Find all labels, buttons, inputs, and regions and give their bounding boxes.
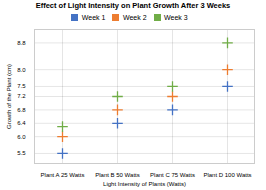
svg-text:Plant C 75 Watts: Plant C 75 Watts bbox=[150, 172, 195, 178]
svg-text:6.0: 6.0 bbox=[17, 134, 26, 140]
svg-text:8.8: 8.8 bbox=[17, 40, 26, 46]
svg-text:Light Intensity of Plants (Wat: Light Intensity of Plants (Watts) bbox=[103, 181, 186, 187]
svg-text:Plant A 25 Watts: Plant A 25 Watts bbox=[41, 172, 85, 178]
html-text:Week 3: Week 3 bbox=[164, 13, 188, 21]
svg-text:Growth of the Plant (cm): Growth of the Plant (cm) bbox=[6, 64, 12, 129]
svg-text:5.5: 5.5 bbox=[17, 150, 26, 156]
svg-text:6.4: 6.4 bbox=[17, 120, 26, 126]
svg-text:6.8: 6.8 bbox=[17, 107, 26, 113]
html-text:Week 1: Week 1 bbox=[81, 13, 106, 21]
svg-text:7.5: 7.5 bbox=[17, 83, 26, 89]
svg-text:Plant B 50 Watts: Plant B 50 Watts bbox=[95, 172, 139, 178]
svg-text:8.0: 8.0 bbox=[17, 67, 26, 73]
svg-text:7.2: 7.2 bbox=[17, 93, 26, 99]
html-text:Week 2: Week 2 bbox=[122, 13, 147, 21]
svg-text:Plant D 100 Watts: Plant D 100 Watts bbox=[203, 172, 251, 178]
html-text:Effect of Light Intensity on P: Effect of Light Intensity on Plant Growt… bbox=[35, 1, 231, 10]
